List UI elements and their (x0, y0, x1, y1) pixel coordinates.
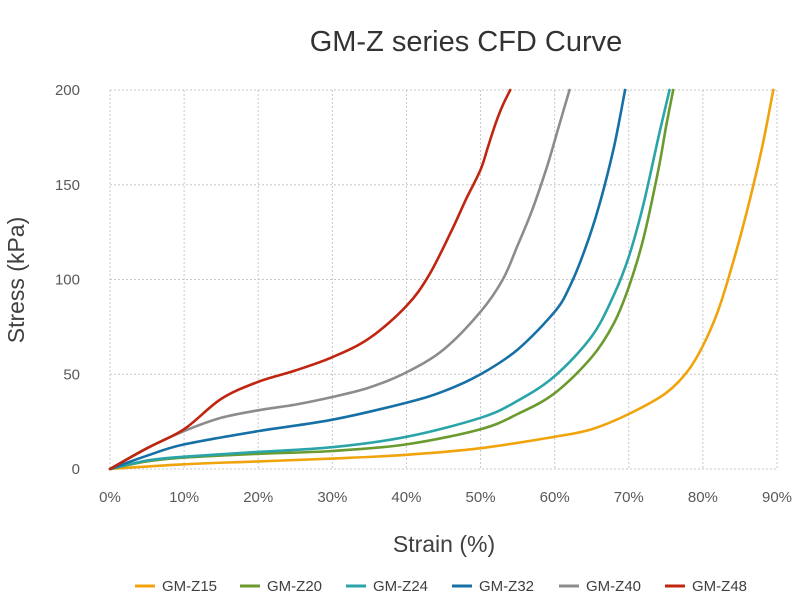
x-axis-title: Strain (%) (393, 531, 495, 557)
legend-label-gm-z32: GM-Z32 (479, 578, 534, 595)
legend-label-gm-z15: GM-Z15 (162, 578, 217, 595)
legend-label-gm-z40: GM-Z40 (586, 578, 641, 595)
x-tick-label: 20% (243, 489, 273, 506)
x-tick-label: 30% (317, 489, 347, 506)
x-tick-label: 90% (762, 489, 792, 506)
series-line-gm-z32 (108, 88, 627, 471)
legend-label-gm-z24: GM-Z24 (373, 578, 428, 595)
legend-label-gm-z20: GM-Z20 (267, 578, 322, 595)
series-lines (108, 88, 775, 471)
series-line-gm-z48 (108, 88, 512, 471)
y-tick-label: 150 (55, 177, 80, 194)
x-tick-label: 0% (99, 489, 121, 506)
chart-title: GM-Z series CFD Curve (310, 26, 623, 58)
x-tick-label: 10% (169, 489, 199, 506)
y-tick-label: 200 (55, 82, 80, 99)
y-tick-label: 100 (55, 272, 80, 289)
x-tick-label: 70% (614, 489, 644, 506)
legend-label-gm-z48: GM-Z48 (692, 578, 747, 595)
series-line-gm-z15 (108, 88, 775, 471)
series-line-gm-z24 (108, 88, 671, 471)
series-line-gm-z40 (108, 88, 571, 471)
y-tick-label: 50 (63, 366, 80, 383)
legend: GM-Z15 GM-Z20 GM-Z24 GM-Z32 GM-Z40 GM-Z48 (135, 578, 747, 595)
y-tick-label: 0 (72, 461, 80, 478)
x-tick-label: 50% (466, 489, 496, 506)
x-tick-label: 80% (688, 489, 718, 506)
y-axis-title: Stress (kPa) (3, 217, 29, 344)
x-tick-label: 60% (540, 489, 570, 506)
tick-labels: 0 50 100 150 200 0% 10% 20% 30% 40% 50% 60% 70% 80% 90… (55, 82, 792, 506)
grid-lines (109, 89, 778, 470)
x-tick-label: 40% (391, 489, 421, 506)
